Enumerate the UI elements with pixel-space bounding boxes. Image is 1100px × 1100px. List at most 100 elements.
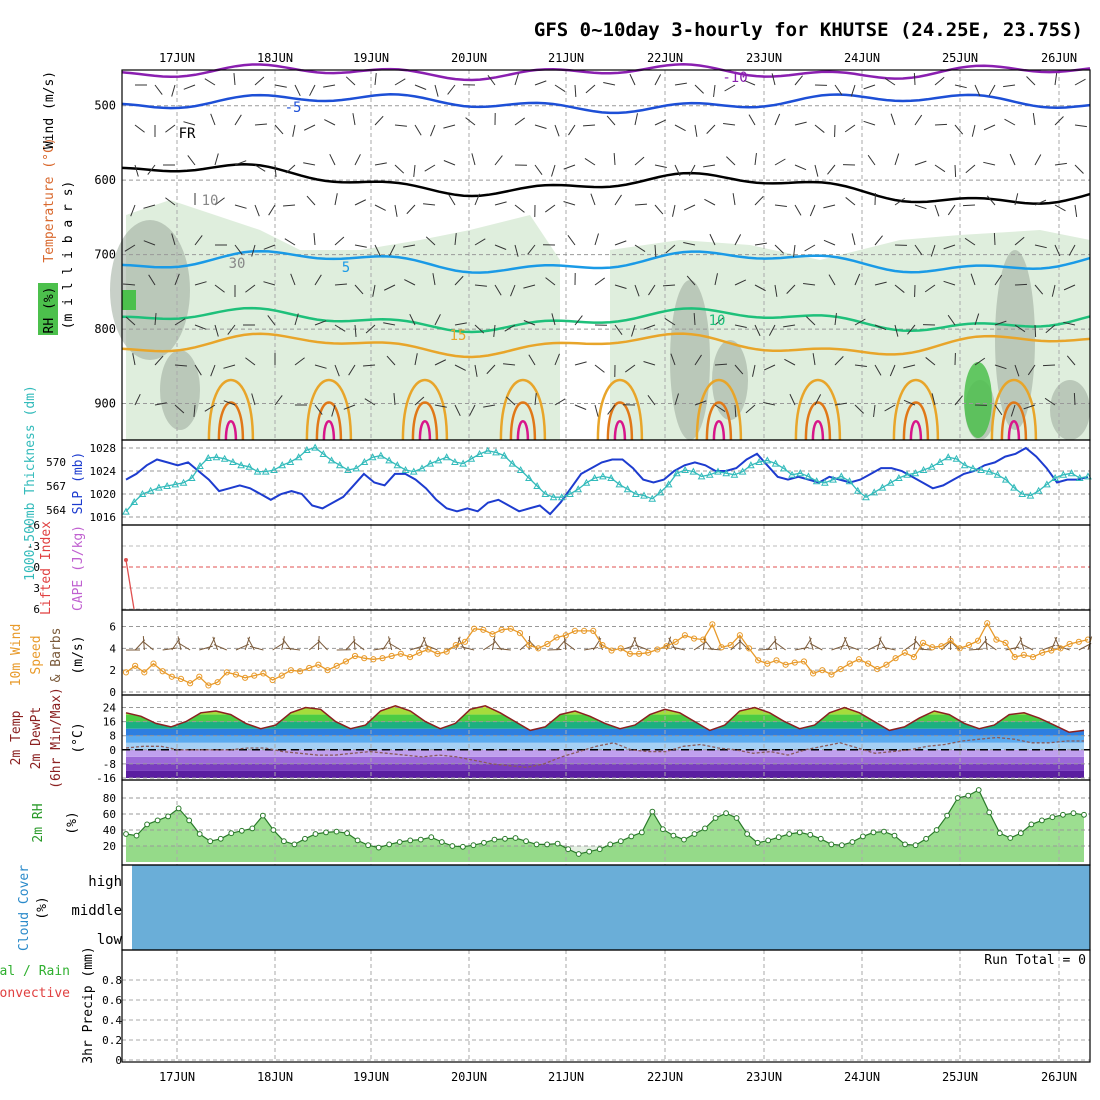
wind-barb xyxy=(389,244,396,256)
wind-barb xyxy=(404,279,416,286)
thickness-marker xyxy=(607,473,615,481)
diurnal-contour-core xyxy=(712,420,726,441)
wind-speed-marker xyxy=(727,641,734,649)
wind-barb xyxy=(931,393,936,406)
rh-marker xyxy=(744,831,751,837)
wind-speed-marker xyxy=(342,658,349,665)
thickness-marker xyxy=(574,485,583,493)
wind-barb xyxy=(974,357,986,366)
wind-barb xyxy=(487,74,496,86)
wind-barb xyxy=(534,80,547,86)
dewpoint-line xyxy=(125,736,1084,769)
rh-marker xyxy=(933,827,940,833)
wind-barb xyxy=(183,121,196,126)
wind-barb xyxy=(748,114,756,126)
wind-barb xyxy=(889,364,896,377)
wind-speed-marker xyxy=(984,620,991,627)
wind-barb xyxy=(364,398,376,406)
wind-barb xyxy=(934,204,940,217)
li-tick: -3 xyxy=(27,540,40,553)
wind-barb xyxy=(631,324,636,337)
rh-marker xyxy=(281,838,287,845)
rh-marker xyxy=(838,842,845,849)
wind-barb xyxy=(254,204,260,217)
wind-barb xyxy=(983,124,996,131)
wind-barb xyxy=(324,119,336,126)
wind-speed-marker xyxy=(947,637,954,644)
surface-wind-barb xyxy=(809,642,823,651)
surface-wind-barb xyxy=(142,635,145,651)
temp-axis-label-b: 2m DewPt xyxy=(29,707,44,770)
wind-barb xyxy=(732,193,736,206)
panel-frames xyxy=(121,69,1091,1063)
surface-wind-barb xyxy=(563,641,576,651)
diurnal-contour-inner xyxy=(902,401,930,441)
rh-marker xyxy=(386,841,393,848)
surface-wind-barb xyxy=(633,636,640,651)
wind-barb xyxy=(994,404,1003,416)
wind-barb xyxy=(352,113,356,126)
diurnal-contour-inner xyxy=(217,401,245,441)
thickness-marker xyxy=(681,465,689,473)
wind-barb xyxy=(607,404,616,415)
precip-tick: 0.6 xyxy=(102,994,122,1007)
rh-marker xyxy=(165,813,172,820)
wind-barb xyxy=(194,281,207,286)
wind-barb xyxy=(329,153,336,166)
wind-barb xyxy=(754,324,761,337)
thickness-marker xyxy=(615,480,624,488)
diurnal-contour-inner xyxy=(411,401,439,441)
wind-barb xyxy=(414,353,418,366)
contour-label: -10 xyxy=(722,70,747,86)
wind-barb xyxy=(783,324,796,328)
wind-speed-marker xyxy=(544,640,551,648)
thickness-marker xyxy=(1001,475,1010,483)
wind-barb xyxy=(828,274,836,286)
thickness-marker xyxy=(360,457,369,465)
rh-marker xyxy=(860,833,866,840)
rh-marker xyxy=(607,841,614,848)
wind-barb xyxy=(784,358,796,366)
date-label-bottom: 24JUN xyxy=(844,1070,880,1084)
rh-marker xyxy=(891,832,898,839)
wind-barb xyxy=(504,324,516,332)
wind-tick: 2 xyxy=(109,664,116,677)
thickness-marker xyxy=(985,467,994,475)
wind-barb xyxy=(465,117,476,126)
wind-barb xyxy=(294,84,301,97)
wind-barb xyxy=(954,395,963,406)
cape-axis-label: CAPE (J/kg) xyxy=(71,525,86,611)
wind-barb xyxy=(414,124,422,136)
rh-marker xyxy=(702,825,708,832)
surface-wind-barb xyxy=(666,636,672,651)
wind-barb xyxy=(754,242,767,246)
thickness-marker xyxy=(352,464,361,472)
wind-barb xyxy=(774,158,786,166)
thickness-marker xyxy=(837,472,846,480)
wind-barb xyxy=(563,201,576,206)
diurnal-contour-outer xyxy=(892,379,940,441)
wind-barb xyxy=(688,164,696,176)
wind-barb xyxy=(354,324,357,337)
thickness-marker xyxy=(747,461,755,469)
wind-barb xyxy=(567,234,576,246)
thickness-marker xyxy=(500,451,509,459)
wind-barb xyxy=(763,402,776,406)
contour-label: 10 xyxy=(709,313,726,329)
wind-barb xyxy=(268,204,276,216)
wind-barb xyxy=(434,404,447,408)
wind-speed-marker xyxy=(324,667,331,674)
thickness-marker xyxy=(566,489,574,497)
wind-speed-marker xyxy=(507,625,514,632)
wind-barb xyxy=(454,364,466,371)
wind-barb xyxy=(374,204,386,211)
wind-barb xyxy=(447,84,456,95)
wind-barb xyxy=(943,244,956,250)
wind-barb xyxy=(234,114,242,126)
wind-speed-marker xyxy=(626,650,634,657)
wind-barb xyxy=(854,318,866,326)
date-label-bottom: 18JUN xyxy=(257,1070,293,1084)
wind-barb xyxy=(374,115,384,126)
thickness-marker xyxy=(689,467,698,475)
